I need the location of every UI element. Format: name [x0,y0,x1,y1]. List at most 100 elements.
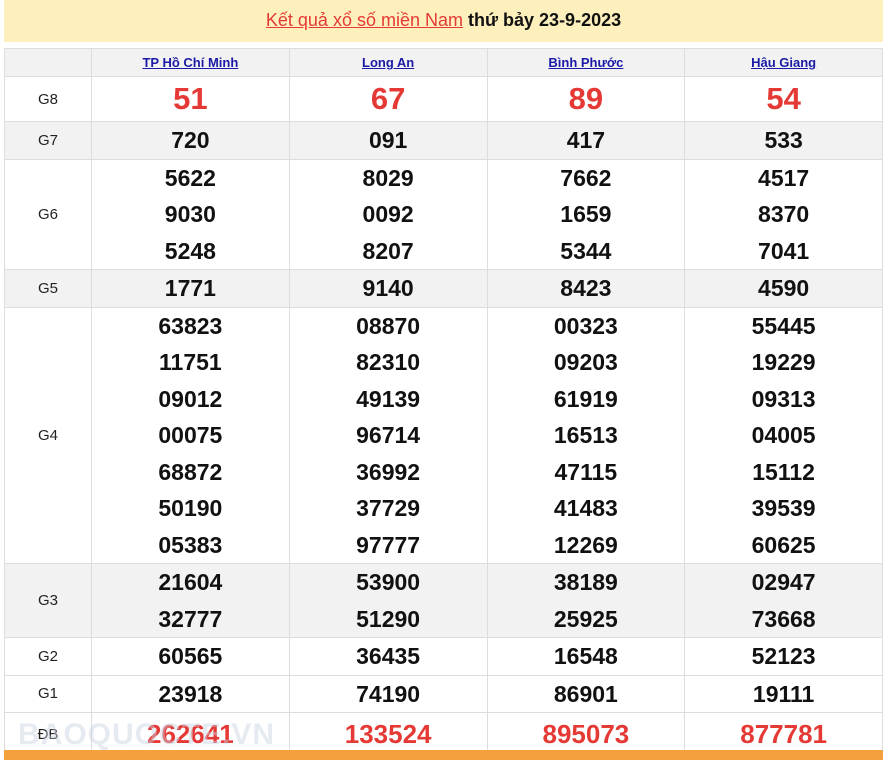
prize-cell: 38189 25925 [486,563,686,638]
prize-number: 5344 [560,237,612,264]
prize-cell: 4590 [684,269,883,308]
prize-cell: 53900 51290 [288,563,488,638]
prize-row-g4: G4 63823 11751 09012 00075 68872 50190 05383 088… [4,306,883,564]
prize-number: 49139 [356,385,421,412]
prize-cell: 1771 [91,269,290,308]
prize-number: 133524 [344,719,432,749]
prize-cell: 533 [684,121,883,160]
prize-label: G8 [4,76,92,122]
prize-number: 00075 [158,422,223,448]
prize-number: 417 [566,127,606,153]
prize-number: 533 [764,127,803,153]
prize-number: 8423 [560,275,612,301]
prize-cell: 262641 [91,712,290,756]
prize-cell: 8423 [486,269,686,308]
prize-cell: 7662 1659 5344 [486,158,686,270]
prize-row-g7: G7 720 091 417 533 [4,121,883,160]
prize-number: 47115 [554,458,618,485]
prize-cell: 23918 [91,674,290,713]
prize-number: 00323 [553,312,618,339]
prize-label: G1 [4,674,92,713]
prize-number: 262641 [146,719,234,749]
prize-number: 09313 [751,385,816,412]
prize-cell: 36435 [288,637,488,676]
prize-number: 8207 [362,237,414,264]
prize-cell: 74190 [288,674,488,713]
prize-cell: 86901 [486,674,686,713]
prize-cell: 895073 [486,712,686,756]
prize-label: G5 [4,269,92,308]
prize-cell: 19111 [684,674,883,713]
prize-cell: 55445 19229 09313 04005 15112 39539 60625 [684,306,883,564]
prize-cell: 52123 [684,637,883,676]
prize-number: 09012 [158,385,223,412]
prize-cell: 417 [486,121,686,160]
prize-cell: 720 [91,121,290,160]
prize-cell: 5622 9030 5248 [91,158,290,270]
prize-row-g6: G6 5622 9030 5248 8029 0092 8207 7662 1659 5344 45… [4,158,883,270]
province-link[interactable]: Long An [362,55,415,70]
prize-label: G2 [4,637,92,676]
prize-number: 091 [368,127,408,153]
prize-number: 61919 [553,385,618,412]
prize-number: 05383 [158,531,223,558]
prize-number: 12269 [553,531,618,558]
prize-number: 1771 [164,275,216,301]
prize-number: 74190 [356,680,421,707]
prize-number: 54 [766,81,801,116]
prize-number: 21604 [158,569,223,595]
prize-row-g3: G3 21604 32777 53900 51290 38189 25925 02947 736… [4,563,883,638]
prize-number: 11751 [159,349,222,375]
footer-bar [4,750,883,760]
prize-number: 41483 [553,495,618,521]
prize-number: 7662 [560,164,612,191]
prize-cell: 89 [486,76,686,122]
page-title: Kết quả xổ số miền Nam thứ bảy 23-9-2023 [4,0,883,42]
prize-number: 63823 [158,312,223,339]
prize-row-g1: G1 23918 74190 86901 19111 [4,674,883,713]
prize-number: 60625 [751,531,816,558]
prize-number: 9030 [164,201,216,227]
prize-cell: 091 [288,121,488,160]
prize-cell: 08870 82310 49139 96714 36992 37729 97777 [288,306,488,564]
prize-number: 38189 [553,569,618,595]
prize-number: 60565 [158,643,223,669]
prize-number: 96714 [356,422,421,448]
prize-number: 4517 [758,164,810,191]
prize-cell: 4517 8370 7041 [684,158,883,270]
prize-number: 89 [568,81,604,116]
prize-number: 4590 [758,275,810,301]
province-link[interactable]: Hậu Giang [751,55,817,70]
prize-number: 50190 [158,495,223,521]
province-link[interactable]: TP Hồ Chí Minh [142,55,239,70]
prize-cell: 60565 [91,637,290,676]
prize-number: 52123 [751,643,816,669]
prize-number: 37729 [356,495,421,521]
prize-number: 19229 [751,349,816,375]
prize-number: 36435 [356,643,421,669]
prize-number: 02947 [751,569,816,595]
prize-number: 895073 [542,719,630,749]
prize-cell: 67 [288,76,488,122]
prize-row-g5: G5 1771 9140 8423 4590 [4,269,883,308]
prize-label: G3 [4,563,92,638]
prize-number: 5248 [164,237,216,264]
prize-number: 7041 [758,237,810,264]
prize-label: ĐB [4,712,92,756]
prize-cell: 8029 0092 8207 [288,158,488,270]
prize-number: 39539 [751,495,816,521]
prize-number: 73668 [751,605,816,632]
prize-cell: 63823 11751 09012 00075 68872 50190 05383 [91,306,290,564]
results-link[interactable]: Kết quả xổ số miền Nam [265,10,463,30]
header-row: TP Hồ Chí Minh Long An Bình Phước Hậu Gi… [4,48,883,77]
prize-number: 16548 [553,643,618,669]
prize-number: 25925 [553,605,618,632]
prize-cell: 51 [91,76,290,122]
prize-row-g8: G8 51 67 89 54 [4,76,883,122]
prize-number: 8029 [362,164,414,191]
prize-number: 55445 [751,312,816,339]
prize-cell: 54 [684,76,883,122]
prize-label: G6 [4,158,92,270]
province-link[interactable]: Bình Phước [548,55,624,70]
prize-number: 36992 [356,458,421,485]
